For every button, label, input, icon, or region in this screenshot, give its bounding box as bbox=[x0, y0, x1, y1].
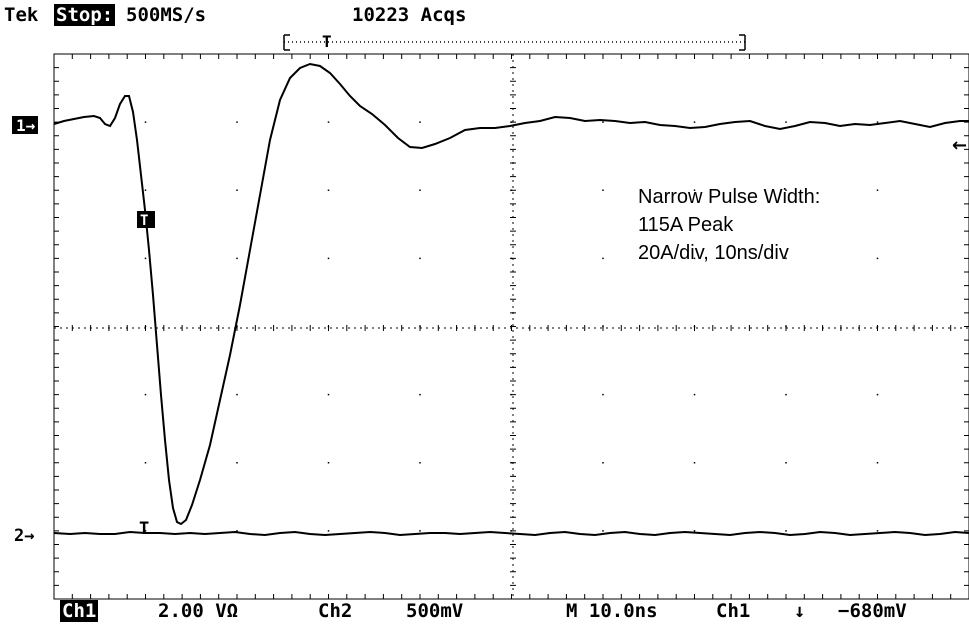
ch1-trace bbox=[54, 64, 969, 524]
trigger-level-arrow-icon: ← bbox=[952, 135, 967, 156]
ch2-scale: 500mV bbox=[406, 600, 463, 622]
measurement-annotation: Narrow Pulse Width: 115A Peak 20A/div, 1… bbox=[638, 183, 820, 267]
record-position-bar bbox=[284, 35, 745, 50]
ch2-label[interactable]: Ch2 bbox=[318, 600, 352, 622]
ch1-label[interactable]: Ch1 bbox=[60, 600, 98, 622]
ch1-trigger-marker: T bbox=[137, 211, 155, 229]
ch1-scale: 2.00 VΩ bbox=[158, 600, 238, 622]
falling-edge-icon: ↓ bbox=[794, 600, 805, 622]
ch1-ground-marker: 1→ bbox=[12, 116, 38, 135]
annotation-line-3: 20A/div, 10ns/div bbox=[638, 239, 820, 267]
annotation-line-2: 115A Peak bbox=[638, 211, 820, 239]
annotation-line-1: Narrow Pulse Width: bbox=[638, 183, 820, 211]
timebase: M 10.0ns bbox=[566, 600, 658, 622]
svg-text:1→: 1→ bbox=[16, 116, 36, 135]
ch2-trace bbox=[54, 532, 969, 535]
svg-text:T: T bbox=[140, 213, 148, 229]
ch2-trigger-marker: T bbox=[139, 519, 149, 539]
ch2-ground-marker: 2→ bbox=[14, 526, 34, 546]
trigger-position-marker: T bbox=[322, 32, 332, 51]
trigger-source: Ch1 bbox=[716, 600, 750, 622]
trigger-level: −680mV bbox=[838, 600, 907, 622]
